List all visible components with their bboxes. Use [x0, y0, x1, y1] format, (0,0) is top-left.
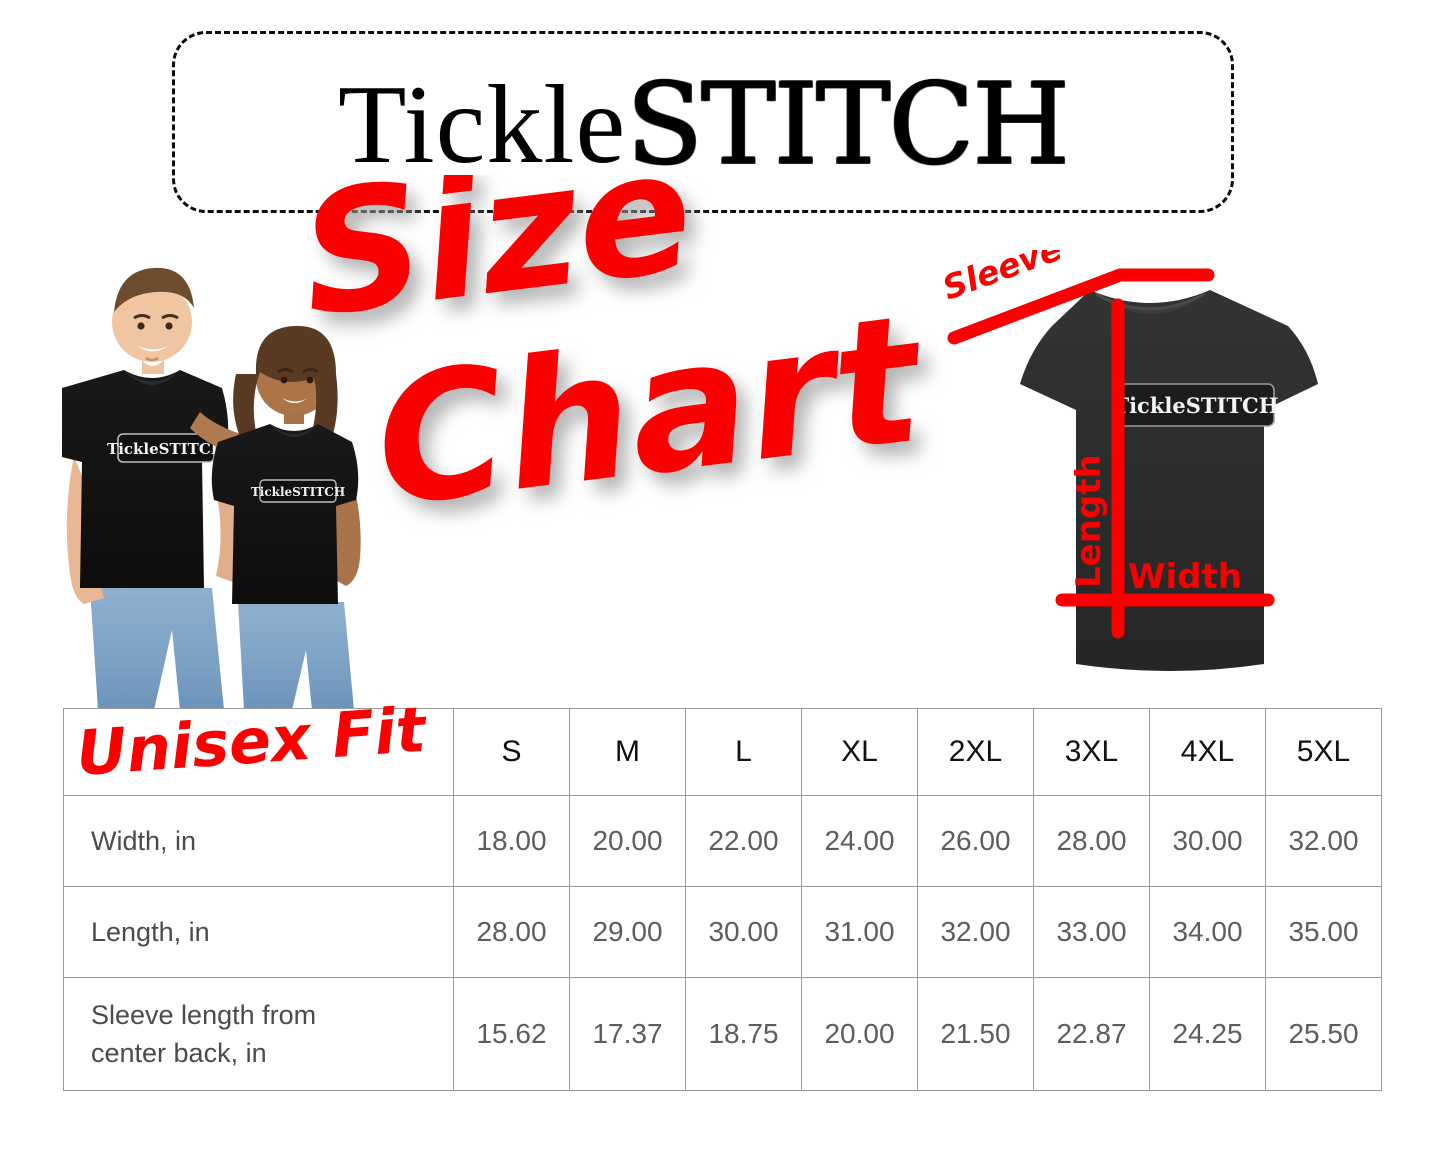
models-photo: TickleSTITCH TickleSTITCH	[62, 258, 422, 710]
brand-logo-tickle: Tickle	[338, 63, 627, 187]
model-shirt-label-male: TickleSTITCH	[107, 433, 225, 463]
cell-length-3xl: 33.00	[1033, 886, 1150, 978]
length-label: Length	[1069, 454, 1109, 588]
model-shirt-label-female: TickleSTITCH	[251, 479, 345, 503]
cell-sleeve-4xl: 24.25	[1149, 977, 1266, 1091]
unisex-fit-script: Unisex Fit	[74, 693, 454, 797]
cell-width-s: 18.00	[453, 795, 570, 887]
tshirt-collar	[1090, 290, 1210, 314]
brand-logo-stitch: STITCH	[626, 60, 1070, 190]
tshirt-measurement-diagram: TickleSTITCH Sleeve Length Width	[940, 250, 1370, 690]
tshirt-chest-label: TickleSTITCH	[1113, 383, 1279, 427]
row-label-width: Width, in	[63, 795, 454, 887]
row-label-sleeve-line1: Sleeve length from	[91, 999, 317, 1030]
cell-sleeve-s: 15.62	[453, 977, 570, 1091]
cell-sleeve-m: 17.37	[569, 977, 686, 1091]
cell-sleeve-3xl: 22.87	[1033, 977, 1150, 1091]
size-header-l: L	[685, 708, 802, 796]
cell-sleeve-xl: 20.00	[801, 977, 918, 1091]
tshirt-body	[1020, 290, 1318, 671]
size-header-4xl: 4XL	[1149, 708, 1266, 796]
width-label: Width	[1128, 557, 1242, 597]
cell-sleeve-5xl: 25.50	[1265, 977, 1382, 1091]
logo-dashed-frame	[172, 31, 1234, 213]
svg-text:TickleSTITCH: TickleSTITCH	[251, 485, 345, 499]
unisex-fit-cell: Unisex Fit	[63, 693, 454, 796]
row-label-length: Length, in	[63, 886, 454, 978]
size-header-2xl: 2XL	[917, 708, 1034, 796]
cell-width-5xl: 32.00	[1265, 795, 1382, 887]
size-header-m: M	[569, 708, 686, 796]
size-header-s: S	[453, 708, 570, 796]
cell-length-2xl: 32.00	[917, 886, 1034, 978]
cell-width-m: 20.00	[569, 795, 686, 887]
size-header-xl: XL	[801, 708, 918, 796]
sleeve-line	[947, 268, 1215, 345]
size-header-3xl: 3XL	[1033, 708, 1150, 796]
cell-sleeve-2xl: 21.50	[917, 977, 1034, 1091]
cell-width-xl: 24.00	[801, 795, 918, 887]
cell-length-l: 30.00	[685, 886, 802, 978]
brand-logo: Tickle STITCH	[172, 55, 1234, 195]
table-row: Length, in 28.00 29.00 30.00 31.00 32.00…	[63, 886, 1382, 978]
cell-length-xl: 31.00	[801, 886, 918, 978]
measure-lines	[947, 268, 1275, 639]
table-row: Width, in 18.00 20.00 22.00 24.00 26.00 …	[63, 795, 1382, 887]
cell-width-4xl: 30.00	[1149, 795, 1266, 887]
row-label-sleeve-line2: center back, in	[91, 1038, 267, 1068]
svg-text:TickleSTITCH: TickleSTITCH	[107, 440, 225, 458]
cell-length-5xl: 35.00	[1265, 886, 1382, 978]
size-header-5xl: 5XL	[1265, 708, 1382, 796]
cell-length-4xl: 34.00	[1149, 886, 1266, 978]
headline-chart: Chart	[365, 276, 936, 547]
table-header-row: Unisex Fit S M L XL 2XL 3XL 4XL 5XL	[63, 693, 1382, 796]
cell-width-l: 22.00	[685, 795, 802, 887]
row-label-sleeve: Sleeve length from center back, in	[63, 977, 454, 1091]
size-chart-table: Unisex Fit S M L XL 2XL 3XL 4XL 5XL Widt…	[63, 693, 1382, 1091]
cell-length-s: 28.00	[453, 886, 570, 978]
cell-width-2xl: 26.00	[917, 795, 1034, 887]
table-row: Sleeve length from center back, in 15.62 …	[63, 977, 1382, 1091]
tshirt-chest-label-text: TickleSTITCH	[1113, 393, 1278, 418]
cell-sleeve-l: 18.75	[685, 977, 802, 1091]
unisex-fit-text: Unisex Fit	[74, 705, 430, 790]
cell-length-m: 29.00	[569, 886, 686, 978]
cell-width-3xl: 28.00	[1033, 795, 1150, 887]
